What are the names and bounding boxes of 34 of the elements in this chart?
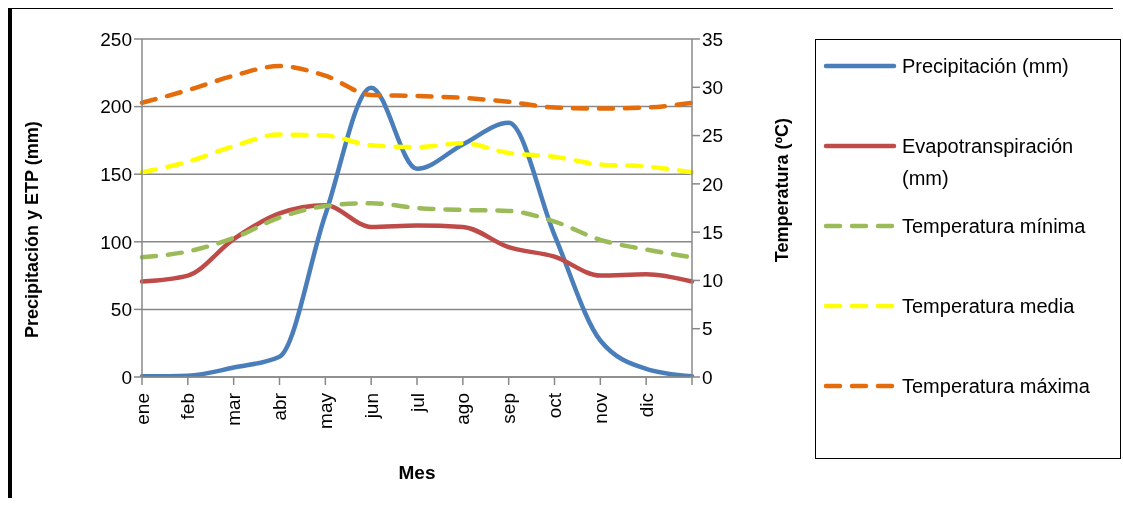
x-tick-label: ene [131, 393, 153, 425]
y-tick-label: 150 [100, 163, 132, 185]
y-tick-label: 0 [121, 366, 132, 388]
x-axis-title: Mes [398, 462, 436, 483]
y-tick-label: 200 [100, 96, 132, 118]
legend-label: Temperatura mínima [902, 214, 1087, 239]
x-tick-label: mar [223, 392, 245, 426]
y-tick-label: 50 [110, 299, 132, 321]
x-tick-label: sep [498, 393, 520, 424]
y-tick-label: 100 [100, 231, 132, 253]
x-tick-label: jun [360, 393, 382, 420]
legend-label: Temperatura máxima [902, 374, 1091, 399]
legend-label: Temperatura media [902, 294, 1076, 319]
y-axis-title: Precipitación y ETP (mm) [22, 121, 43, 338]
x-tick-label: feb [177, 393, 199, 420]
x-tick-label: nov [589, 392, 611, 424]
y2-tick-label: 10 [702, 270, 724, 292]
y-tick-label: 250 [100, 28, 132, 50]
y2-tick-label: 0 [702, 366, 713, 388]
y2-tick-label: 5 [702, 318, 713, 340]
y2-axis-title: Temperatura (ºC) [772, 118, 793, 263]
x-tick-label: abr [269, 392, 291, 421]
y2-tick-label: 15 [702, 221, 724, 243]
y2-tick-label: 25 [702, 125, 724, 147]
y2-tick-label: 30 [702, 77, 724, 99]
x-tick-label: ago [452, 393, 474, 425]
legend-label: Evapotranspiración (mm) [902, 134, 1075, 191]
x-tick-label: jul [406, 393, 428, 414]
legend-label: Precipitación (mm) [902, 54, 1070, 79]
y2-tick-label: 20 [702, 173, 724, 195]
x-tick-label: may [314, 392, 336, 429]
x-tick-label: dic [635, 393, 657, 418]
x-tick-label: oct [544, 392, 566, 419]
y2-tick-label: 35 [702, 28, 724, 50]
